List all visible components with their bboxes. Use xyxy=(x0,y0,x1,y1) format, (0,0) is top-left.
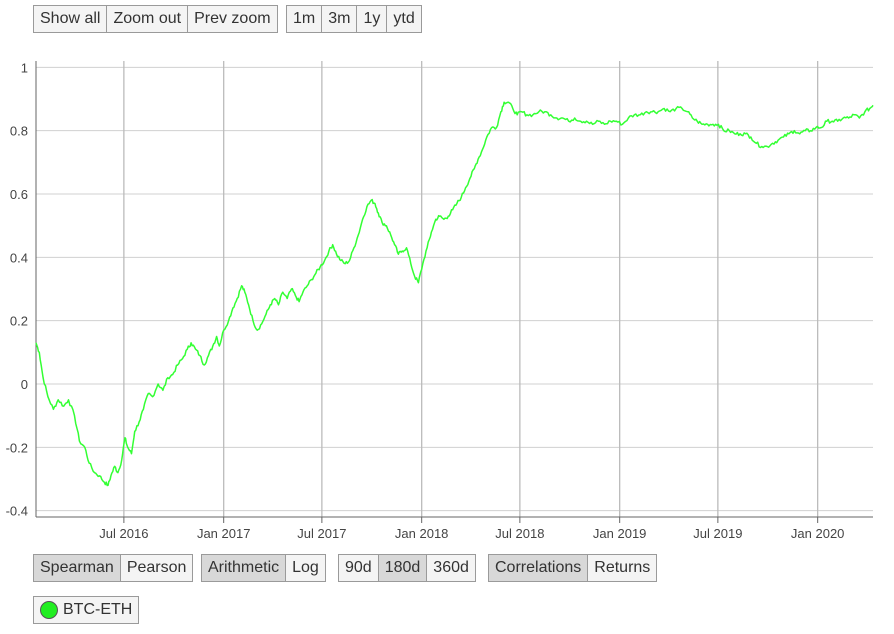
window-180d-button[interactable]: 180d xyxy=(377,554,428,582)
pearson-button[interactable]: Pearson xyxy=(119,554,194,582)
view-button-group: Correlations Returns xyxy=(488,554,658,582)
y-tick-label: 0.8 xyxy=(10,124,28,139)
method-button-group: Spearman Pearson xyxy=(33,554,194,582)
y-tick-label: -0.4 xyxy=(6,504,28,519)
x-tick-label: Jul 2019 xyxy=(693,526,742,541)
show-all-button[interactable]: Show all xyxy=(33,5,108,33)
legend-label: BTC-ETH xyxy=(63,601,133,618)
zoom-button-group: Show all Zoom out Prev zoom xyxy=(33,5,278,33)
x-tick-label: Jul 2018 xyxy=(495,526,544,541)
scale-button-group: Arithmetic Log xyxy=(201,554,326,582)
returns-button[interactable]: Returns xyxy=(587,554,658,582)
window-button-group: 90d 180d 360d xyxy=(338,554,476,582)
y-tick-label: -0.2 xyxy=(6,440,28,455)
y-tick-label: 0.6 xyxy=(10,187,28,202)
chart-tick-labels: 1 0.8 0.6 0.4 0.2 0 -0.2 -0.4 Jul 2016 Jan 2017 Ju… xyxy=(6,60,845,541)
prev-zoom-button[interactable]: Prev zoom xyxy=(187,5,278,33)
x-tick-label: Jan 2020 xyxy=(791,526,845,541)
x-tick-label: Jul 2017 xyxy=(297,526,346,541)
range-1y-button[interactable]: 1y xyxy=(356,5,388,33)
chart-series xyxy=(35,101,874,487)
y-tick-label: 0.2 xyxy=(10,314,28,329)
range-button-group: 1m 3m 1y ytd xyxy=(286,5,422,33)
correlations-button[interactable]: Correlations xyxy=(488,554,589,582)
range-1m-button[interactable]: 1m xyxy=(286,5,323,33)
x-tick-label: Jan 2018 xyxy=(395,526,449,541)
x-tick-label: Jan 2017 xyxy=(197,526,251,541)
range-3m-button[interactable]: 3m xyxy=(321,5,358,33)
y-tick-label: 0.4 xyxy=(10,250,28,265)
window-360d-button[interactable]: 360d xyxy=(426,554,476,582)
range-ytd-button[interactable]: ytd xyxy=(386,5,422,33)
log-button[interactable]: Log xyxy=(285,554,326,582)
chart-axes xyxy=(35,61,873,523)
zoom-out-button[interactable]: Zoom out xyxy=(106,5,189,33)
legend-item-btc-eth[interactable]: BTC-ETH xyxy=(33,596,140,624)
legend-color-swatch xyxy=(40,601,58,619)
arithmetic-button[interactable]: Arithmetic xyxy=(201,554,287,582)
y-tick-label: 1 xyxy=(21,60,28,75)
series-line-btc-eth xyxy=(35,101,874,487)
y-tick-label: 0 xyxy=(21,377,28,392)
x-tick-label: Jan 2019 xyxy=(593,526,647,541)
x-tick-label: Jul 2016 xyxy=(99,526,148,541)
window-90d-button[interactable]: 90d xyxy=(338,554,379,582)
chart-grid xyxy=(36,61,873,517)
spearman-button[interactable]: Spearman xyxy=(33,554,121,582)
legend: BTC-ETH xyxy=(33,596,140,624)
